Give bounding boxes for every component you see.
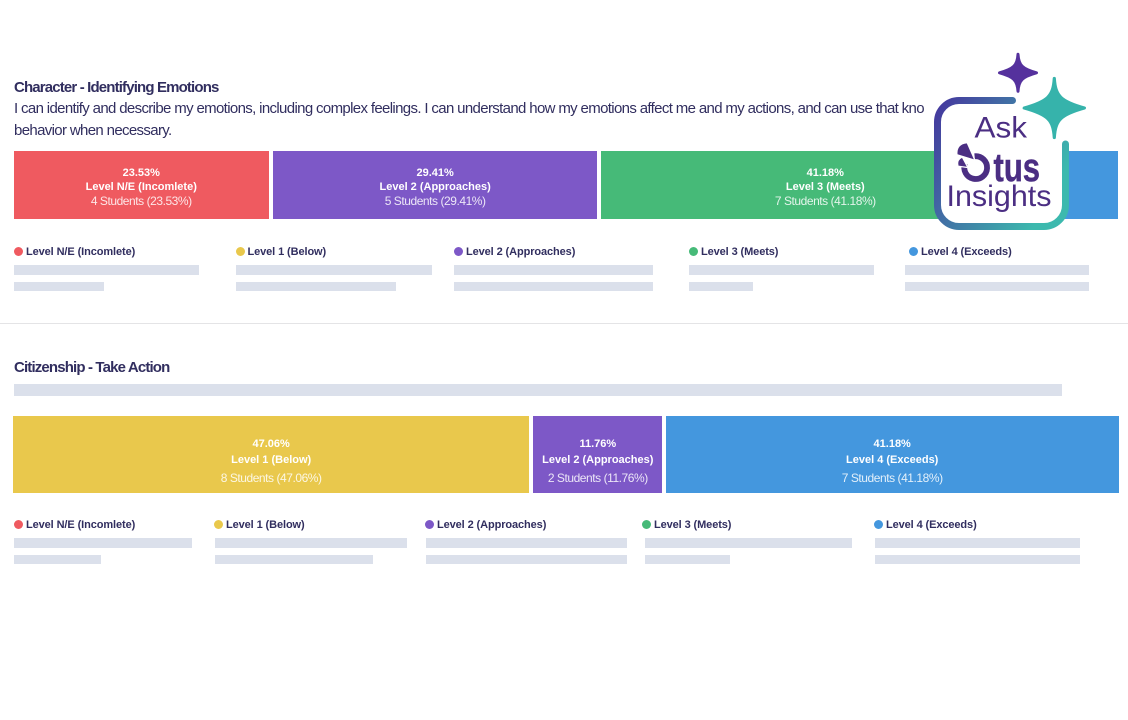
svg-text:tus: tus bbox=[994, 146, 1041, 190]
svg-text:Insights: Insights bbox=[947, 180, 1052, 213]
svg-text:Ask: Ask bbox=[975, 111, 1029, 144]
